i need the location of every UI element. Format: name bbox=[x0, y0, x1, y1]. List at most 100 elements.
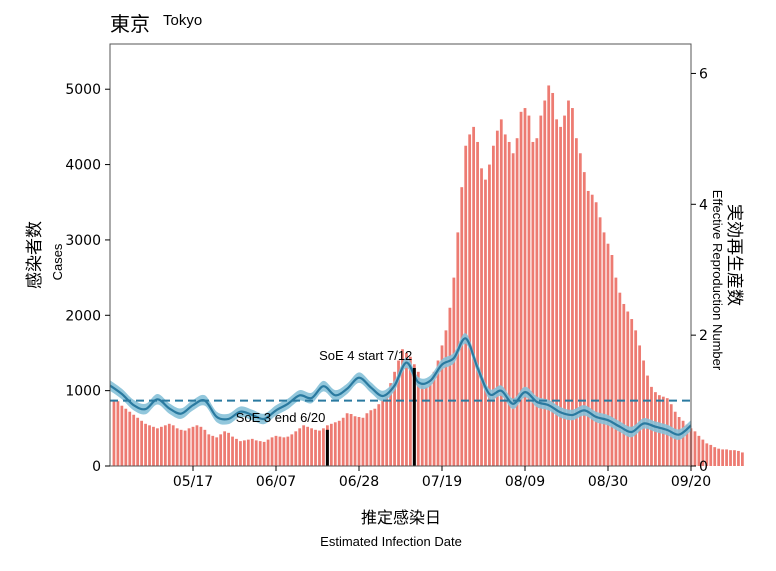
x-tick-label: 06/28 bbox=[339, 474, 379, 490]
left-tick-label: 1000 bbox=[65, 384, 101, 400]
case-bar bbox=[586, 190, 590, 466]
right-tick-label: 6 bbox=[699, 66, 708, 82]
x-tick-label: 08/09 bbox=[505, 474, 545, 490]
case-bar bbox=[555, 119, 559, 467]
x-axis-label-en: Estimated Infection Date bbox=[320, 534, 462, 549]
case-bar bbox=[685, 424, 689, 466]
case-bar bbox=[310, 428, 313, 466]
case-bar bbox=[460, 187, 464, 466]
right-tick-label: 0 bbox=[699, 459, 708, 475]
case-bar bbox=[377, 404, 381, 466]
case-bar bbox=[239, 441, 242, 466]
rt-layer bbox=[109, 333, 692, 440]
case-bar bbox=[333, 422, 337, 466]
case-bar bbox=[282, 437, 286, 466]
case-bar bbox=[349, 414, 353, 466]
case-bar bbox=[511, 153, 515, 466]
right-tick-label: 4 bbox=[699, 197, 708, 213]
case-bar bbox=[594, 202, 598, 466]
title-jp: 東京 bbox=[110, 12, 150, 36]
case-bar bbox=[353, 416, 357, 466]
case-bar bbox=[432, 371, 436, 466]
left-axis-label-en: Cases bbox=[50, 243, 65, 280]
case-bar bbox=[235, 438, 238, 466]
case-bar bbox=[729, 450, 732, 466]
case-bar bbox=[697, 435, 701, 466]
case-bar bbox=[618, 292, 622, 466]
case-bar bbox=[590, 194, 594, 466]
case-bar bbox=[488, 164, 491, 466]
case-bar bbox=[705, 443, 709, 466]
case-bar bbox=[369, 410, 373, 466]
case-bar bbox=[373, 408, 377, 466]
case-bar bbox=[440, 345, 444, 466]
case-bar bbox=[341, 417, 345, 466]
case-bar bbox=[452, 277, 456, 466]
case-bar bbox=[160, 426, 163, 466]
case-bar bbox=[389, 383, 393, 466]
case-bar bbox=[598, 217, 602, 466]
case-bar bbox=[140, 420, 144, 466]
case-bar bbox=[314, 429, 317, 466]
case-bar bbox=[551, 92, 555, 466]
case-bar bbox=[527, 115, 531, 466]
case-bar bbox=[428, 383, 432, 466]
case-bar bbox=[519, 111, 523, 466]
case-bar bbox=[163, 425, 167, 466]
case-bar bbox=[156, 428, 159, 466]
case-bar bbox=[444, 330, 448, 466]
case-bar bbox=[132, 414, 136, 466]
case-bar bbox=[606, 243, 610, 466]
case-bar bbox=[365, 413, 369, 466]
x-tick-label: 07/19 bbox=[422, 474, 462, 490]
case-bar bbox=[144, 423, 147, 466]
case-bar bbox=[195, 425, 199, 466]
case-bar bbox=[543, 100, 547, 467]
case-bar bbox=[677, 417, 681, 466]
left-tick-label: 0 bbox=[92, 459, 101, 475]
case-bar bbox=[329, 423, 333, 466]
case-bar bbox=[539, 115, 543, 466]
case-bar bbox=[243, 440, 246, 466]
case-bar bbox=[610, 255, 614, 466]
case-bar bbox=[246, 439, 250, 467]
case-bar bbox=[571, 108, 574, 467]
case-bar bbox=[476, 141, 479, 466]
case-bar bbox=[187, 428, 191, 466]
case-bar bbox=[290, 434, 294, 466]
case-bar bbox=[120, 405, 124, 466]
case-bar bbox=[322, 428, 325, 466]
case-bar bbox=[448, 307, 452, 466]
x-tick-label: 06/07 bbox=[256, 474, 296, 490]
right-axis-label-en: Effective Reproduction Number bbox=[710, 190, 725, 371]
case-bar bbox=[638, 345, 642, 466]
case-bar bbox=[717, 448, 721, 466]
case-bar bbox=[397, 360, 400, 466]
x-tick-label: 05/17 bbox=[173, 474, 213, 490]
case-bar bbox=[464, 145, 468, 467]
case-bar bbox=[725, 449, 728, 466]
case-bar bbox=[721, 449, 725, 466]
case-bar bbox=[266, 439, 270, 467]
case-bar bbox=[693, 431, 697, 466]
case-bar bbox=[278, 436, 282, 466]
case-bar bbox=[183, 430, 187, 466]
case-bar bbox=[203, 429, 207, 466]
case-bar bbox=[357, 417, 361, 466]
case-bar bbox=[191, 426, 195, 466]
case-bar bbox=[211, 435, 215, 466]
case-bar bbox=[733, 450, 736, 466]
x-tick-label: 08/30 bbox=[588, 474, 628, 490]
case-bar bbox=[503, 134, 507, 466]
right-tick-label: 2 bbox=[699, 328, 708, 344]
case-bar bbox=[559, 126, 562, 466]
case-bar bbox=[171, 425, 175, 466]
case-bar bbox=[199, 426, 203, 466]
case-bar bbox=[507, 141, 511, 466]
case-bar bbox=[385, 394, 389, 466]
case-bar bbox=[634, 330, 638, 466]
case-bar bbox=[262, 441, 266, 466]
case-bar bbox=[215, 437, 219, 466]
left-tick-label: 5000 bbox=[65, 82, 101, 98]
